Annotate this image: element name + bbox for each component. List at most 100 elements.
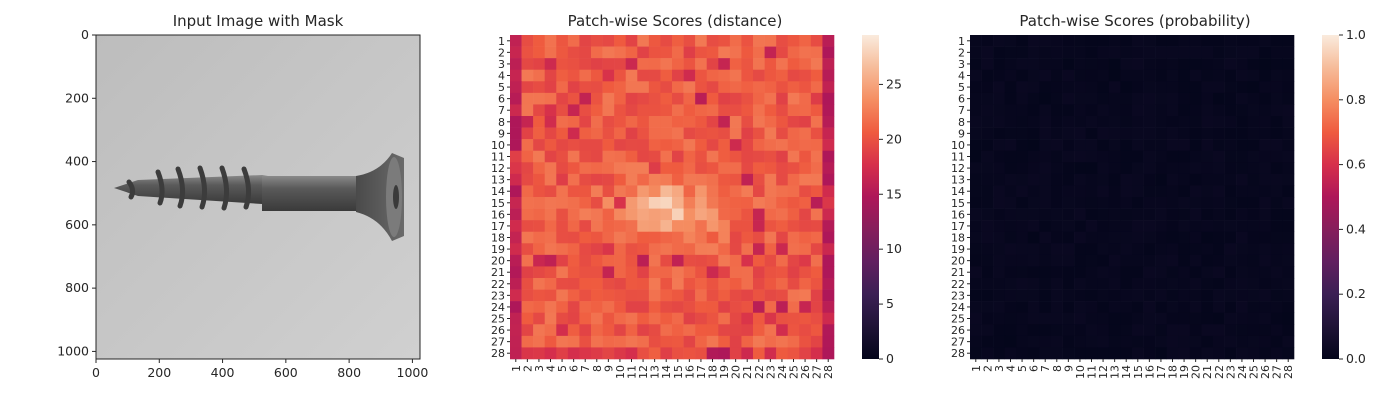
heatmap-cell [1155,335,1168,348]
heatmap-cell [614,81,627,94]
heatmap-cell [625,335,638,348]
heatmap-cell [579,139,592,152]
heatmap-cell [741,220,754,233]
heatmap-cell [533,116,546,128]
heatmap-cell [579,69,592,82]
heatmap-cell [579,324,592,337]
heatmap-cell [1247,116,1260,128]
heatmap-cell [625,69,638,82]
heatmap-cell [1062,324,1075,337]
heatmap-cell [1178,127,1191,140]
heatmap-cell [648,197,661,209]
heatmap-cell [1155,289,1168,302]
heatmap-cell [993,35,1006,47]
heatmap-cell [810,173,823,186]
heatmap-cell [533,324,546,337]
heatmap-cell [718,266,731,279]
col-label: 11 [1086,365,1099,379]
heatmap-cell [1247,220,1260,233]
heatmap-cell [1155,162,1168,175]
heatmap-cell [799,220,812,233]
heatmap-cell [567,162,580,175]
heatmap-cell [683,335,696,348]
heatmap-cell [718,231,731,244]
heatmap-cell [625,301,638,314]
heatmap-cell [1004,185,1017,198]
heatmap-cell [1143,69,1156,82]
heatmap-cell [625,46,638,59]
y-tick-label: 400 [65,154,89,169]
heatmap-cell [822,127,835,140]
heatmap-cell [1004,347,1017,360]
heatmap-cell [1051,104,1063,117]
heatmap-cell [1062,289,1075,302]
heatmap-cell [1201,173,1214,186]
heatmap-cell [741,139,754,152]
heatmap-cell [625,139,638,152]
heatmap-cell [981,324,994,337]
heatmap-cell [1155,208,1168,221]
heatmap-cell [981,185,994,198]
heatmap-cell [810,127,823,140]
y-tick-label: 0 [81,27,89,42]
heatmap-cell [787,92,800,105]
heatmap-cell [567,335,580,348]
heatmap-cell [672,104,684,117]
heatmap-cell [718,185,731,198]
heatmap-cell [993,173,1006,186]
heatmap-cell [981,46,994,59]
heatmap-cell [614,278,627,290]
heatmap-cell [970,116,982,128]
heatmap-cell [970,347,982,360]
heatmap-cell [521,347,534,360]
heatmap-cell [1016,197,1029,209]
col-label: 21 [741,365,754,379]
heatmap-cell [556,127,569,140]
heatmap-cell [1062,173,1075,186]
heatmap-cell [637,185,650,198]
heatmap-cell [625,81,638,94]
heatmap-cell [1062,150,1075,163]
heatmap-cell [1213,173,1225,186]
heatmap-cell [1120,81,1133,94]
heatmap-cell [1270,254,1283,267]
heatmap-cell [1039,69,1052,82]
heatmap-cell [579,127,592,140]
heatmap-cell [718,278,731,290]
heatmap-cell [706,46,719,59]
heatmap-cell [1270,197,1283,209]
heatmap-cell [1259,266,1272,279]
heatmap-cell [1085,116,1098,128]
heatmap-cell [776,127,789,140]
y-tick-label: 800 [65,280,89,295]
heatmap-cell [981,173,994,186]
col-label: 24 [1236,365,1249,379]
heatmap-cell [706,312,719,325]
heatmap-cell [1108,312,1121,325]
heatmap-cell [695,289,708,302]
heatmap-cell [660,289,673,302]
heatmap-cell [1039,312,1052,325]
heatmap-cell [764,197,777,209]
heatmap-cell [1270,324,1283,337]
heatmap-cell [1108,197,1121,209]
heatmap-cell [1178,81,1191,94]
heatmap-cell [993,81,1006,94]
heatmap-cell [544,92,557,105]
heatmap-cell [993,46,1006,59]
heatmap-cell [1213,335,1225,348]
heatmap-cell [1120,266,1133,279]
heatmap-cell [1016,324,1029,337]
heatmap-cell [591,162,603,175]
heatmap-cell [787,81,800,94]
col-label: 18 [707,365,720,379]
heatmap-cell [1282,231,1295,244]
col-label: 8 [591,365,604,372]
heatmap-cell [544,312,557,325]
heatmap-cell [1132,208,1144,221]
heatmap-cell [753,139,765,152]
heatmap-cell [533,266,546,279]
heatmap-cell [810,231,823,244]
heatmap-cell [683,289,696,302]
heatmap-cell [1270,92,1283,105]
